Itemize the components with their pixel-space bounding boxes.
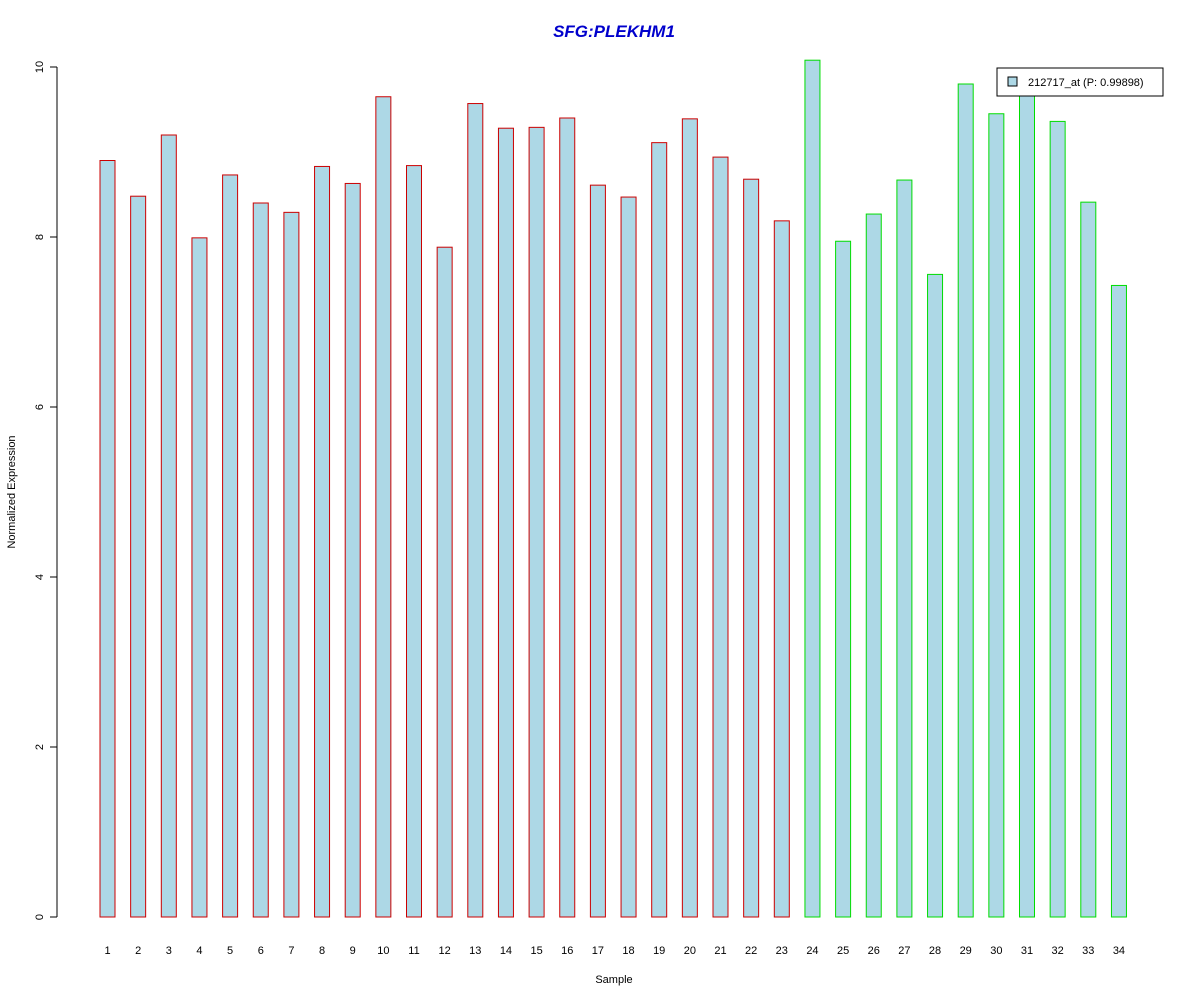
bars xyxy=(99,59,1127,918)
bar-sample-25 xyxy=(835,240,852,918)
legend: 212717_at (P: 0.99898) xyxy=(996,67,1164,97)
x-tick-label: 31 xyxy=(1021,945,1033,957)
bar-sample-33 xyxy=(1080,201,1097,918)
bar-sample-8 xyxy=(314,165,331,918)
x-tick-label: 32 xyxy=(1052,945,1064,957)
x-tick-label: 20 xyxy=(684,945,696,957)
x-tick-label: 30 xyxy=(990,945,1002,957)
legend-box xyxy=(996,67,1164,97)
bar-sample-10 xyxy=(375,96,392,918)
bar-sample-24 xyxy=(804,59,821,918)
bar-sample-26 xyxy=(865,213,882,918)
y-tick-label: 4 xyxy=(34,574,46,580)
x-tick-label: 28 xyxy=(929,945,941,957)
x-tick-labels: 1 2 3 4 5 6 7 8 9 10 11 12 13 14 15 16 17 18 19 20 21 22 23 24 2… xyxy=(104,945,1125,957)
x-tick-label: 27 xyxy=(898,945,910,957)
x-tick-label: 4 xyxy=(196,945,202,957)
bar-sample-32 xyxy=(1049,120,1066,918)
y-tick-label: 2 xyxy=(34,744,46,750)
x-tick-label: 23 xyxy=(776,945,788,957)
x-tick-label: 29 xyxy=(960,945,972,957)
bar-sample-30 xyxy=(988,113,1005,918)
bar-sample-18 xyxy=(620,196,637,918)
x-tick-label: 11 xyxy=(408,945,419,957)
bar-sample-27 xyxy=(896,179,913,918)
bar-sample-17 xyxy=(589,184,606,918)
bar-sample-4 xyxy=(191,237,208,918)
legend-label: 212717_at (P: 0.99898) xyxy=(1028,77,1144,89)
x-tick-label: 6 xyxy=(258,945,264,957)
x-tick-label: 10 xyxy=(377,945,389,957)
bar-sample-12 xyxy=(436,246,453,918)
x-tick-label: 25 xyxy=(837,945,849,957)
bar-sample-6 xyxy=(252,202,269,918)
bar-sample-3 xyxy=(160,134,177,918)
bar-sample-28 xyxy=(927,273,944,918)
y-tick-label: 8 xyxy=(34,234,46,240)
x-tick-label: 17 xyxy=(592,945,604,957)
y-axis-label: Normalized Expression xyxy=(6,435,18,548)
x-tick-label: 14 xyxy=(500,945,512,957)
y-tick-label: 6 xyxy=(34,404,46,410)
bar-sample-1 xyxy=(99,160,116,918)
bar-sample-16 xyxy=(559,117,576,918)
x-tick-label: 19 xyxy=(653,945,665,957)
x-tick-label: 21 xyxy=(714,945,726,957)
x-tick-label: 13 xyxy=(469,945,481,957)
x-tick-label: 22 xyxy=(745,945,757,957)
bar-sample-14 xyxy=(497,127,514,918)
x-tick-label: 24 xyxy=(806,945,818,957)
x-tick-label: 9 xyxy=(350,945,356,957)
y-tick-label: 0 xyxy=(34,914,46,920)
bar-sample-23 xyxy=(773,220,790,918)
bar-sample-2 xyxy=(130,195,147,918)
x-tick-label: 5 xyxy=(227,945,233,957)
x-tick-label: 15 xyxy=(530,945,542,957)
x-tick-label: 8 xyxy=(319,945,325,957)
bar-sample-29 xyxy=(957,83,974,918)
bar-sample-34 xyxy=(1110,284,1127,918)
x-axis-label: Sample xyxy=(595,974,632,986)
bar-sample-19 xyxy=(651,142,668,918)
x-tick-label: 18 xyxy=(622,945,634,957)
bar-sample-31 xyxy=(1019,94,1035,918)
chart-title: SFG:PLEKHM1 xyxy=(553,22,675,41)
bar-sample-11 xyxy=(406,165,422,918)
bar-sample-13 xyxy=(467,103,484,918)
x-tick-label: 2 xyxy=(135,945,141,957)
y-axis: 0 2 4 6 8 10 xyxy=(34,61,58,920)
x-tick-label: 16 xyxy=(561,945,573,957)
y-tick-label: 10 xyxy=(34,61,46,73)
x-tick-label: 26 xyxy=(868,945,880,957)
bar-sample-15 xyxy=(528,126,545,918)
x-tick-label: 7 xyxy=(288,945,294,957)
bar-sample-22 xyxy=(743,178,760,918)
bar-sample-21 xyxy=(712,156,729,918)
legend-swatch xyxy=(1007,76,1018,87)
x-tick-label: 34 xyxy=(1113,945,1125,957)
x-tick-label: 33 xyxy=(1082,945,1094,957)
x-tick-label: 3 xyxy=(166,945,172,957)
x-tick-label: 12 xyxy=(439,945,451,957)
x-tick-label: 1 xyxy=(104,945,110,957)
bar-sample-7 xyxy=(283,211,300,918)
bar-sample-20 xyxy=(681,118,698,918)
bar-sample-5 xyxy=(222,174,239,918)
bar-sample-9 xyxy=(344,182,361,918)
